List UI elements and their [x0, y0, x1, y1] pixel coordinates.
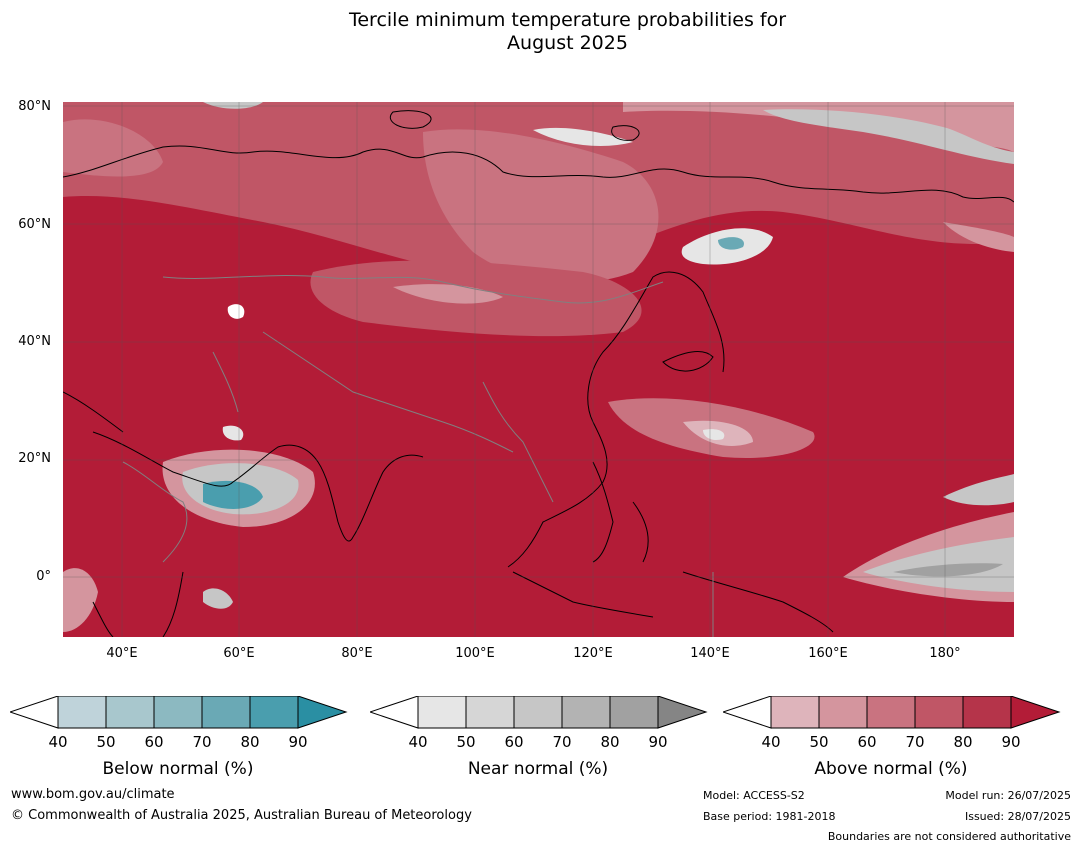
above-bin-40-50 — [770, 696, 820, 729]
lat-label-40n: 40°N — [18, 334, 51, 349]
near-bin-70-80 — [561, 696, 611, 729]
zone-central-pacific-near-dark — [893, 563, 1003, 577]
map-svg — [63, 102, 1014, 637]
near-tick: 70 — [552, 733, 572, 751]
below-bin-80-90 — [249, 696, 299, 729]
zone-persian-gulf — [222, 425, 244, 441]
near-bin-80-90 — [609, 696, 659, 729]
zone-west-pacific-near — [703, 429, 725, 440]
lon-label-40e: 40°E — [106, 646, 138, 661]
lat-label-60n: 60°N — [18, 217, 51, 232]
below-lower-extend — [10, 696, 59, 729]
zone-okhotsk-below — [718, 237, 744, 250]
model-run-text: Model run: 26/07/2025 — [945, 789, 1071, 802]
zone-central-pacific-near — [863, 537, 1014, 592]
zone-bering-50 — [943, 222, 1014, 252]
probability-map — [63, 102, 1014, 637]
near-lower-extend — [370, 696, 419, 729]
near-tick: 50 — [456, 733, 476, 751]
zone-scandinavia-60 — [63, 119, 163, 177]
lon-label-160e: 160°E — [808, 646, 848, 661]
base-period-text: Base period: 1981-2018 — [703, 810, 836, 823]
zone-east-africa-50 — [63, 568, 98, 632]
near-tick: 60 — [504, 733, 524, 751]
above-bin-80-90 — [962, 696, 1012, 729]
model-text: Model: ACCESS-S2 — [703, 789, 805, 802]
below-tick: 60 — [144, 733, 164, 751]
below-upper-extend — [297, 696, 348, 729]
colorbar-below — [10, 696, 348, 729]
colorbar-near — [370, 696, 708, 729]
below-tick: 40 — [48, 733, 68, 751]
near-bin-60-70 — [513, 696, 563, 729]
below-bin-40-50 — [57, 696, 107, 729]
near-bin-40-50 — [417, 696, 467, 729]
graticule — [63, 102, 1014, 637]
above-lower-extend — [723, 696, 772, 729]
lat-label-80n: 80°N — [18, 99, 51, 114]
issued-text: Issued: 28/07/2025 — [964, 810, 1071, 823]
zone-north-pacific-near — [943, 474, 1014, 506]
above-tick: 40 — [761, 733, 781, 751]
near-normal-label: Near normal (%) — [467, 759, 609, 779]
zone-arctic-near — [763, 109, 1014, 164]
near-tick: 90 — [648, 733, 668, 751]
colorbar-above — [723, 696, 1061, 729]
lon-label-120e: 120°E — [573, 646, 613, 661]
near-tick: 80 — [600, 733, 620, 751]
above-bin-70-80 — [914, 696, 964, 729]
below-tick: 90 — [288, 733, 308, 751]
zone-north-near — [203, 102, 263, 109]
below-tick: 80 — [240, 733, 260, 751]
zone-arabian-sea-below — [203, 480, 263, 509]
above-tick: 50 — [809, 733, 829, 751]
lon-label-100e: 100°E — [455, 646, 495, 661]
lon-label-80e: 80°E — [341, 646, 373, 661]
copyright-text: © Commonwealth of Australia 2025, Austra… — [11, 808, 472, 823]
above-bin-60-70 — [866, 696, 916, 729]
near-bin-50-60 — [465, 696, 515, 729]
zone-laptev-near — [533, 127, 633, 146]
below-normal-label: Below normal (%) — [102, 759, 254, 779]
map-title: Tercile minimum temperature probabilitie… — [0, 9, 1081, 55]
lat-label-20n: 20°N — [18, 451, 51, 466]
country-boundaries — [122, 275, 714, 637]
zone-indian-ocean-near — [203, 588, 233, 609]
title-line-2: August 2025 — [507, 32, 628, 54]
lon-label-140e: 140°E — [690, 646, 730, 661]
above-tick: 80 — [953, 733, 973, 751]
below-tick: 50 — [96, 733, 116, 751]
above-bin-50-60 — [818, 696, 868, 729]
website-link[interactable]: www.bom.gov.au/climate — [11, 787, 175, 802]
below-tick: 70 — [192, 733, 212, 751]
below-bin-50-60 — [105, 696, 155, 729]
lon-label-60e: 60°E — [223, 646, 255, 661]
near-upper-extend — [657, 696, 708, 729]
above-normal-label: Above normal (%) — [814, 759, 968, 779]
coastlines — [63, 110, 1014, 637]
below-bin-70-80 — [201, 696, 251, 729]
zone-central-siberia-60 — [423, 129, 659, 283]
above-tick: 90 — [1001, 733, 1021, 751]
zone-caspian — [227, 304, 245, 319]
near-tick: 40 — [408, 733, 428, 751]
above-tick: 60 — [857, 733, 877, 751]
above-upper-extend — [1010, 696, 1061, 729]
lat-label-0: 0° — [36, 569, 51, 584]
above-tick: 70 — [905, 733, 925, 751]
below-bin-60-70 — [153, 696, 203, 729]
disclaimer-text: Boundaries are not considered authoritat… — [827, 830, 1071, 843]
title-line-1: Tercile minimum temperature probabilitie… — [348, 9, 787, 31]
lon-label-180: 180° — [929, 646, 961, 661]
